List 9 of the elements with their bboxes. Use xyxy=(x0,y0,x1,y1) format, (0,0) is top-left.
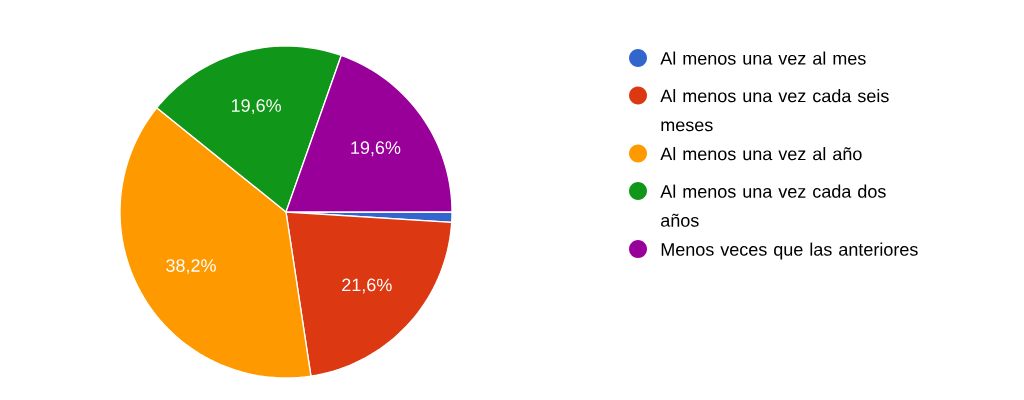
legend-label: Al menos una vez al mes xyxy=(660,51,866,65)
legend-label: Menos veces que las anteriores xyxy=(661,242,918,260)
legend-label: Al menos una vez cada seis meses xyxy=(660,89,889,132)
legend-label: Al menos una vez al año xyxy=(660,147,862,161)
data-label: 19,6% xyxy=(231,99,281,115)
legend-label: Al menos una vez cada dos años xyxy=(660,184,886,227)
data-label: 19,6% xyxy=(351,141,401,157)
data-label: 21,6% xyxy=(342,278,392,294)
data-label: 38,2% xyxy=(166,259,216,275)
